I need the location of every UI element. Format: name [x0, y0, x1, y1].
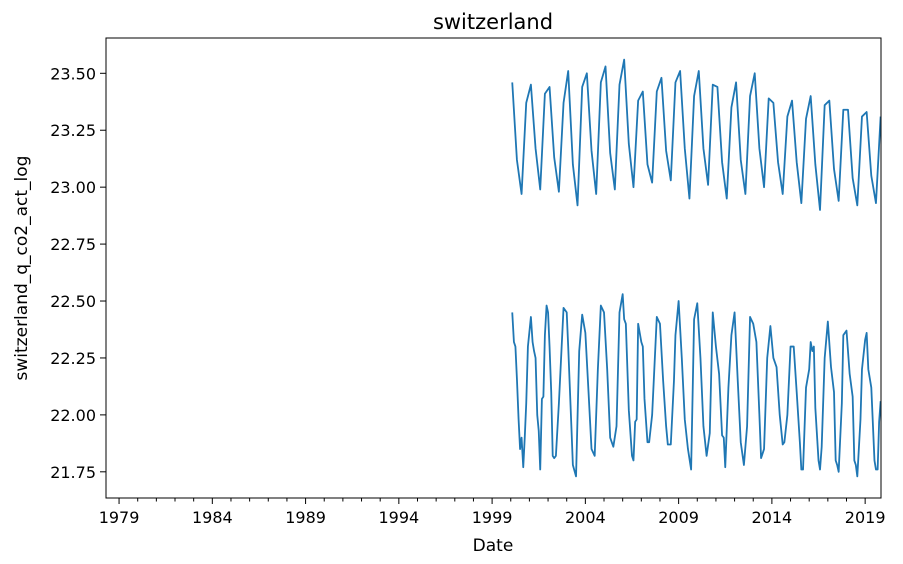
y-tick-label: 22.25	[50, 349, 96, 368]
y-axis-label: switzerland_q_co2_act_log	[12, 156, 32, 381]
series-line-0	[511, 58, 882, 211]
chart-title: switzerland	[433, 10, 553, 34]
y-tick-label: 23.00	[50, 178, 96, 197]
x-tick-label: 1994	[378, 508, 419, 527]
y-tick-label: 21.75	[50, 463, 96, 482]
x-tick-label: 1999	[472, 508, 513, 527]
x-axis-label: Date	[473, 536, 514, 556]
y-tick-label: 23.25	[50, 121, 96, 140]
plot-frame	[105, 37, 882, 499]
x-tick-label: 2014	[752, 508, 793, 527]
x-tick-label: 2009	[658, 508, 699, 527]
x-tick-label: 2004	[565, 508, 606, 527]
y-axis: 21.75 22.00 22.25 22.50 22.75 23.00 23.25 23.50	[50, 64, 106, 482]
x-tick-label: 1979	[99, 508, 140, 527]
x-axis: 1979 1984 1989 1994 1999 2004 2009 2014 2019	[99, 498, 886, 527]
y-tick-label: 23.50	[50, 64, 96, 83]
plot-area	[511, 58, 882, 478]
x-tick-label: 1989	[285, 508, 326, 527]
y-tick-label: 22.50	[50, 292, 96, 311]
x-tick-label: 1984	[192, 508, 233, 527]
series-line-1	[511, 293, 882, 478]
x-tick-label: 2019	[845, 508, 886, 527]
y-tick-label: 22.00	[50, 406, 96, 425]
y-tick-label: 22.75	[50, 235, 96, 254]
